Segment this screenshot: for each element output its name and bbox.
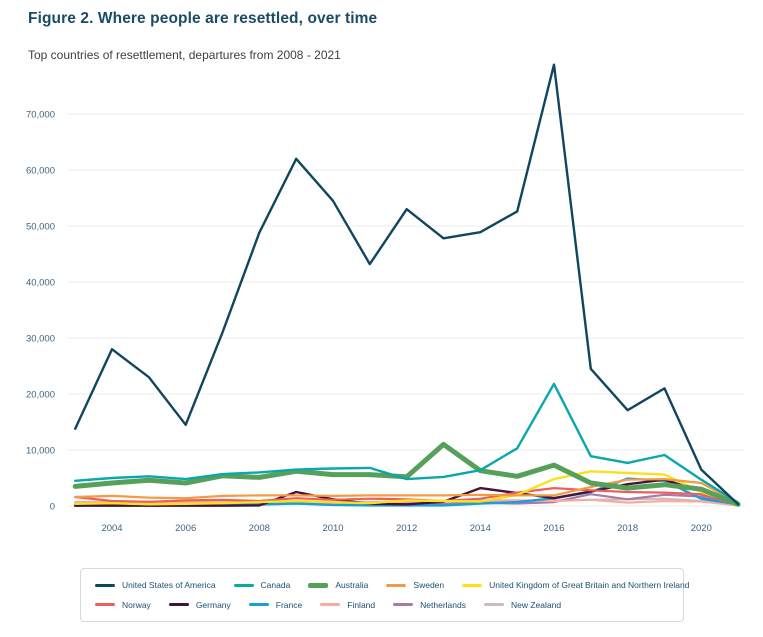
x-tick-label: 2012 bbox=[396, 523, 417, 534]
legend-item-germany: Germany bbox=[168, 599, 231, 610]
series-line-canada bbox=[73, 382, 740, 504]
x-tick-label: 2020 bbox=[691, 523, 712, 534]
series-line-germany bbox=[73, 478, 740, 507]
legend-swatch-canada bbox=[233, 583, 254, 587]
y-tick-label: 50,000 bbox=[26, 222, 55, 233]
legend-swatch-netherlands bbox=[393, 603, 414, 607]
x-tick-label: 2010 bbox=[322, 523, 343, 534]
x-tick-label: 2014 bbox=[470, 523, 491, 534]
legend-label-netherlands: Netherlands bbox=[420, 599, 466, 610]
x-tick-label: 2006 bbox=[175, 523, 196, 534]
legend-label-united-kingdom-of-great-britain-and-northern-ireland: United Kingdom of Great Britain and Nort… bbox=[489, 580, 690, 591]
legend-item-norway: Norway bbox=[95, 600, 151, 610]
series-line-sweden bbox=[74, 478, 740, 505]
legend-swatch-norway bbox=[95, 603, 115, 607]
legend-item-finland: Finland bbox=[320, 600, 375, 610]
legend-item-netherlands: Netherlands bbox=[393, 600, 466, 610]
legend-item-canada: Canada bbox=[233, 580, 291, 591]
legend-label-germany: Germany bbox=[195, 599, 231, 610]
x-tick-label: 2018 bbox=[617, 523, 638, 534]
legend-swatch-united-states-of-america bbox=[95, 583, 115, 587]
legend-label-australia: Australia bbox=[335, 580, 369, 591]
legend-swatch-germany bbox=[168, 603, 189, 607]
figure-title: Figure 2. Where people are resettled, ov… bbox=[28, 10, 378, 27]
legend-label-united-states-of-america: United States of America bbox=[122, 580, 216, 591]
legend-row-1: United States of America Canada Australia S… bbox=[95, 580, 689, 591]
legend-item-united-states-of-america: United States of America bbox=[95, 580, 216, 590]
legend-item-australia: Australia bbox=[308, 580, 368, 590]
line-chart: 0 10,000 20,000 30,000 40,000 50,000 60,000 70,… bbox=[26, 63, 745, 534]
legend-label-france: France bbox=[275, 599, 303, 610]
y-tick-label: 40,000 bbox=[26, 278, 55, 289]
figure-subtitle: Top countries of resettlement, departure… bbox=[28, 48, 341, 62]
y-tick-label: 60,000 bbox=[26, 166, 55, 177]
legend-label-new-zealand: New Zealand bbox=[510, 599, 562, 610]
x-tick-label: 2008 bbox=[249, 523, 270, 534]
legend-swatch-australia bbox=[308, 582, 329, 588]
legend-label-sweden: Sweden bbox=[413, 580, 445, 591]
legend-item-united-kingdom-of-great-britain-and-northern-ireland: United Kingdom of Great Britain and Nort… bbox=[462, 580, 689, 590]
legend-swatch-united-kingdom-of-great-britain-and-northern-ireland bbox=[462, 583, 483, 587]
legend-label-canada: Canada bbox=[260, 580, 291, 591]
y-tick-label: 20,000 bbox=[26, 390, 55, 401]
legend-swatch-new-zealand bbox=[483, 603, 504, 607]
chart-legend: United States of America Canada Australia S… bbox=[80, 568, 689, 622]
legend-label-norway: Norway bbox=[122, 599, 151, 610]
y-tick-label: 30,000 bbox=[26, 334, 55, 345]
x-tick-label: 2004 bbox=[101, 523, 122, 534]
legend-row-2: Norway Germany France Finland Netherlands New… bbox=[95, 600, 683, 610]
legend-label-finland: Finland bbox=[347, 599, 376, 610]
legend-swatch-france bbox=[248, 603, 269, 607]
legend-swatch-sweden bbox=[386, 583, 407, 587]
y-tick-label: 10,000 bbox=[26, 446, 55, 457]
legend-item-sweden: Sweden bbox=[386, 580, 444, 590]
series-line-united-states-of-america bbox=[73, 63, 740, 506]
y-tick-label: 0 bbox=[50, 502, 55, 513]
legend-item-new-zealand: New Zealand bbox=[483, 599, 562, 610]
y-tick-label: 70,000 bbox=[26, 110, 55, 121]
series-line-united-kingdom-of-great-britain-and-northern-ireland bbox=[73, 470, 740, 506]
legend-item-france: France bbox=[248, 599, 303, 610]
series-line-australia bbox=[72, 441, 741, 507]
x-tick-label: 2016 bbox=[543, 523, 564, 534]
legend-swatch-finland bbox=[320, 603, 341, 607]
